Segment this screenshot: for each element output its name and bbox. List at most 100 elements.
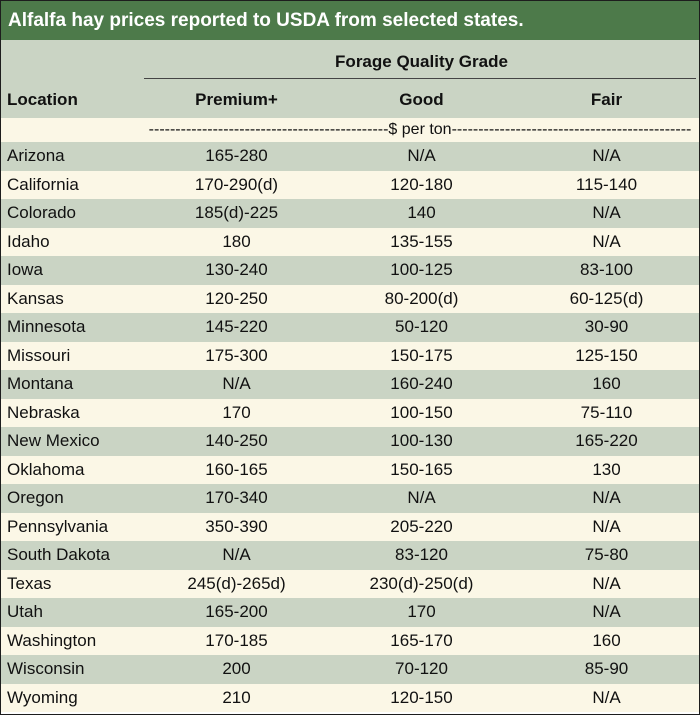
fair-column-header: Fair [590,90,623,109]
fair-price-cell: 75-110 [580,402,633,422]
good-price-cell: 100-130 [390,431,453,450]
good-price-cell: 70-120 [395,659,448,678]
premium-price-cell: 145-220 [205,317,268,336]
premium-price-cell: 130-240 [205,260,268,279]
good-price-cell: 120-150 [390,687,453,707]
fair-price-cell: N/A [592,231,621,251]
fair-price-cell: 60-125(d) [569,288,644,308]
location-cell: Nebraska [7,402,80,422]
premium-column-header: Premium+ [195,90,278,109]
premium-price-cell: 170-340 [205,488,268,507]
premium-price-cell: 210 [222,687,251,707]
table-row: Arizona 165-280 N/A N/A [1,142,699,171]
location-cell: Kansas [7,288,64,308]
location-cell: Idaho [7,231,50,251]
location-cell: Montana [7,374,74,393]
table-row: Pennsylvania 350-390 205-220 N/A [1,512,699,541]
premium-price-cell: 180 [222,231,251,251]
table-row: Utah 165-200 170 N/A [1,598,699,627]
location-cell: Missouri [7,345,71,365]
header-divider [144,78,696,79]
location-cell: Texas [7,573,52,593]
premium-price-cell: 160-165 [205,459,268,479]
premium-price-cell: 165-280 [205,146,268,165]
premium-price-cell: 165-200 [205,602,268,621]
table-row: Washington 170-185 165-170 160 [1,626,699,655]
table-title: Alfalfa hay prices reported to USDA from… [1,1,699,40]
table-row: Oklahoma 160-165 150-165 130 [1,455,699,484]
premium-price-cell: 200 [222,659,251,678]
location-cell: Minnesota [7,317,86,336]
location-cell: Oregon [7,488,64,507]
location-cell: Washington [7,630,97,650]
good-price-cell: 140 [407,203,436,222]
fair-price-cell: 85-90 [584,659,629,678]
location-cell: Colorado [7,203,76,222]
good-price-cell: 83-120 [395,545,448,564]
premium-price-cell: 140-250 [205,431,268,450]
fair-price-cell: N/A [592,516,621,536]
grade-group-header: Forage Quality Grade [335,52,508,71]
fair-price-cell: 115-140 [575,174,638,194]
unit-row: ----------------------------------------… [1,118,699,142]
premium-price-cell: 350-390 [205,516,268,536]
fair-price-cell: 125-150 [575,345,638,365]
good-price-cell: 100-150 [390,402,453,422]
good-price-cell: 135-155 [390,231,453,251]
table-row: Montana N/A 160-240 160 [1,370,699,399]
table-body: Arizona 165-280 N/A N/A California 170-290(d)… [1,142,699,712]
fair-price-cell: 160 [592,374,621,393]
fair-price-cell: 160 [592,630,621,650]
location-column-header: Location [7,90,78,109]
location-cell: Wyoming [7,687,78,707]
good-price-cell: 100-125 [390,260,453,279]
good-price-cell: 160-240 [390,374,453,393]
fair-price-cell: N/A [592,602,621,621]
good-price-cell: 230(d)-250(d) [369,573,474,593]
fair-price-cell: 75-80 [584,545,629,564]
fair-price-cell: N/A [592,203,621,222]
location-cell: Arizona [7,146,65,165]
table-row: South Dakota N/A 83-120 75-80 [1,541,699,570]
good-price-cell: 150-165 [390,459,453,479]
good-price-cell: 150-175 [390,345,453,365]
table-row: California 170-290(d) 120-180 115-140 [1,170,699,199]
premium-price-cell: 175-300 [205,345,268,365]
premium-price-cell: 170-290(d) [194,174,279,194]
premium-price-cell: 170-185 [205,630,268,650]
location-cell: Utah [7,602,43,621]
table-row: Oregon 170-340 N/A N/A [1,484,699,513]
table-row: Nebraska 170 100-150 75-110 [1,398,699,427]
premium-price-cell: 185(d)-225 [194,203,279,222]
table-header: Forage Quality Grade Location Premium+ G… [1,40,699,118]
good-price-cell: 50-120 [395,317,448,336]
location-cell: Iowa [7,260,43,279]
table-row: Minnesota 145-220 50-120 30-90 [1,313,699,342]
good-column-header: Good [399,90,444,109]
location-cell: Wisconsin [7,659,85,678]
location-cell: California [7,174,79,194]
table-row: Colorado 185(d)-225 140 N/A [1,199,699,228]
table-row: Kansas 120-250 80-200(d) 60-125(d) [1,284,699,313]
fair-price-cell: 130 [592,459,621,479]
fair-price-cell: N/A [592,488,621,507]
location-cell: Oklahoma [7,459,85,479]
good-price-cell: N/A [407,488,436,507]
table-row: New Mexico 140-250 100-130 165-220 [1,427,699,456]
table-row: Iowa 130-240 100-125 83-100 [1,256,699,285]
premium-price-cell: 120-250 [205,288,268,308]
table-row: Texas 245(d)-265d) 230(d)-250(d) N/A [1,569,699,598]
location-cell: South Dakota [7,545,111,564]
premium-price-cell: N/A [222,545,251,564]
premium-price-cell: 245(d)-265d) [187,573,286,593]
location-cell: Pennsylvania [7,516,109,536]
fair-price-cell: N/A [592,687,621,707]
unit-label: ----------------------------------------… [148,121,692,138]
fair-price-cell: N/A [592,146,621,165]
fair-price-cell: 165-220 [575,431,638,450]
good-price-cell: 80-200(d) [384,288,459,308]
table-row: Wyoming 210 120-150 N/A [1,683,699,712]
good-price-cell: 205-220 [390,516,453,536]
table-row: Missouri 175-300 150-175 125-150 [1,341,699,370]
